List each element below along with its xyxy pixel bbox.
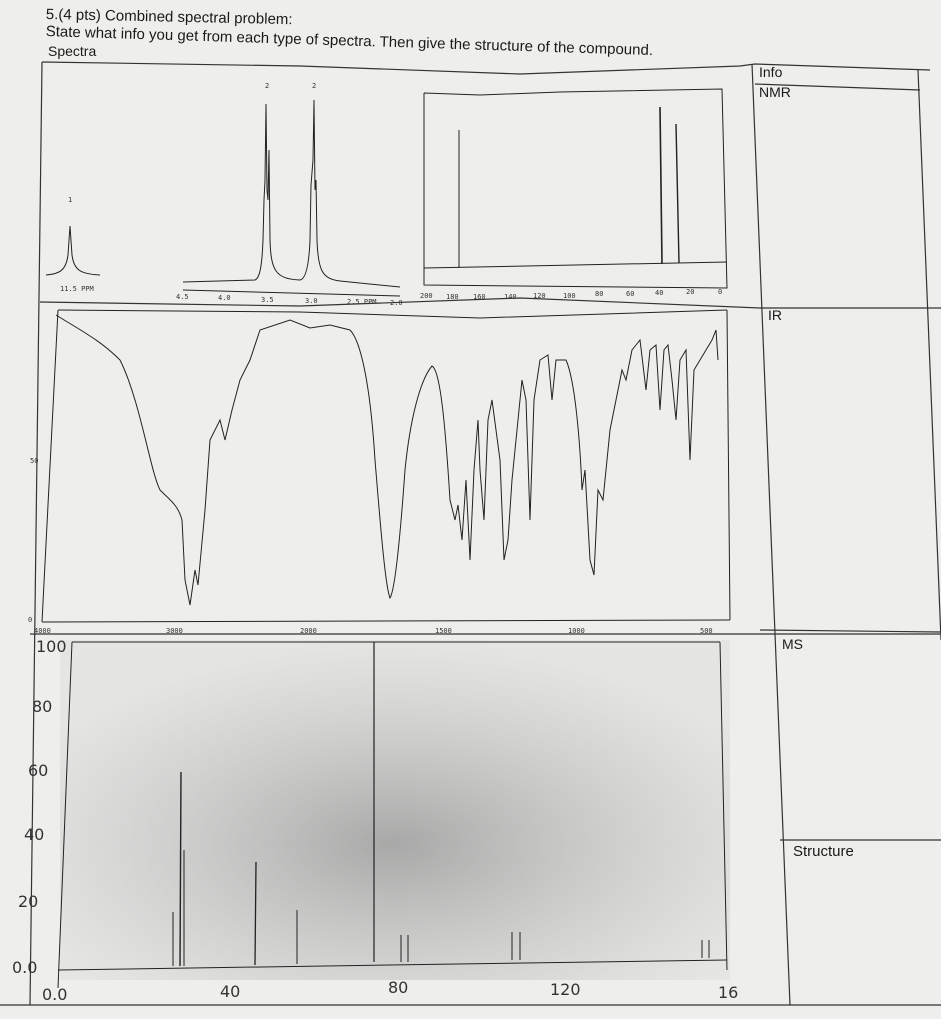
c-nmr-tick: 0 [718,288,722,296]
h-nmr-tick: 4.5 [176,293,189,301]
ms-x-tick: 0.0 [42,985,67,1004]
h-nmr-tick: 3.0 [305,297,318,305]
ms-x-tick: 80 [388,978,408,997]
ms-y-tick: 100 [36,637,67,656]
nmr-info-cell-label: NMR [759,84,791,100]
ir-x-tick: 500 [700,627,713,635]
ms-y-tick: 60 [28,761,48,780]
c-nmr-tick: 100 [563,292,576,300]
c-nmr-tick: 120 [533,292,546,300]
ms-y-tick: 20 [18,892,38,911]
ir-x-tick: 3000 [166,627,183,635]
h-nmr-tick: 3.5 [261,296,274,304]
ir-x-tick: 4000 [34,627,51,635]
c-nmr-tick: 40 [655,289,663,297]
ms-x-tick: 16 [718,983,738,1002]
h-nmr-tick: 2.5 PPM [347,298,377,306]
structure-cell-label: Structure [793,843,854,860]
ir-info-cell-label: IR [768,307,782,323]
ms-y-tick: 40 [24,825,44,844]
ir-x-tick: 1000 [568,627,585,635]
ms-info-cell-label: MS [782,636,803,652]
integration-label-triplet-1: 2 [265,82,269,90]
h-nmr-tick: 2.0 [390,299,403,307]
integration-label-singlet: 1 [68,196,72,204]
h-nmr-tick: 4.0 [218,294,231,302]
ir-y-tick: 0 [28,616,32,624]
info-column-header: Info [759,64,783,80]
ir-x-tick: 1500 [435,627,452,635]
ms-y-tick: 80 [32,697,52,716]
ir-x-tick: 2000 [300,627,317,635]
ms-x-tick: 120 [550,980,581,999]
c-nmr-tick: 180 [446,293,459,301]
ms-x-tick: 40 [220,982,240,1001]
c-nmr-tick: 200 [420,292,433,300]
spectra-column-header: Spectra [48,43,97,59]
c-nmr-tick: 60 [626,290,634,298]
integration-label-triplet-2: 2 [312,82,316,90]
h-nmr-inset-label: 11.5 PPM [60,285,94,293]
c-nmr-tick: 160 [473,293,486,301]
c-nmr-tick: 140 [504,293,517,301]
ms-y-tick: 0.0 [12,958,37,977]
c-nmr-tick: 20 [686,288,694,296]
c-nmr-tick: 80 [595,290,603,298]
ir-y-tick: 50 [30,457,38,465]
